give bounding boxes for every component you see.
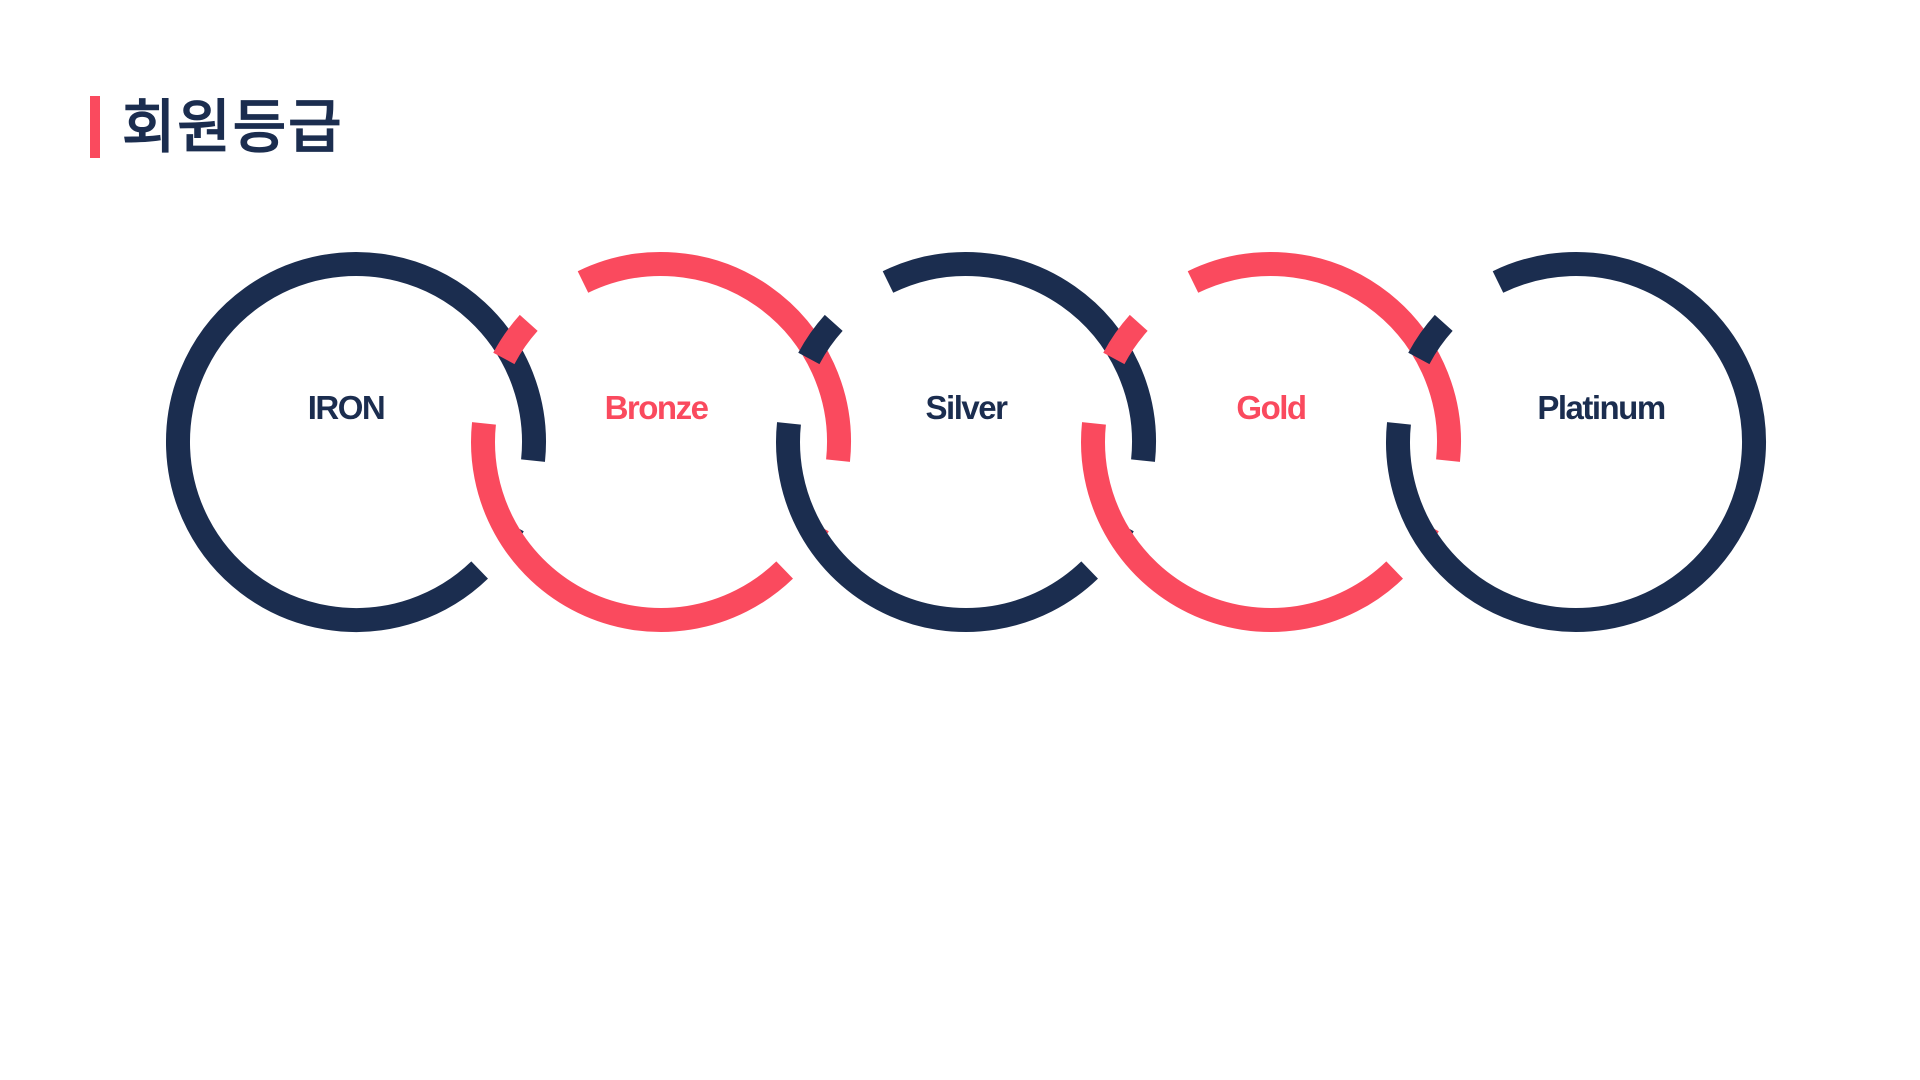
title-accent-bar xyxy=(90,96,100,158)
tier-ring-labels: IRON Bronze Silver Gold Platinum xyxy=(308,389,1667,426)
tier-label-iron: IRON xyxy=(308,389,385,426)
tier-label-platinum: Platinum xyxy=(1537,389,1665,426)
tier-ring-arc-iron xyxy=(166,252,546,632)
tier-ring-arc-gold xyxy=(1081,422,1403,632)
tier-ring-arc-gold xyxy=(1187,252,1461,462)
page-title: 회원등급 xyxy=(122,93,344,161)
tier-label-gold: Gold xyxy=(1236,389,1305,426)
tier-ring-arc-silver xyxy=(776,422,1098,632)
tier-ring-arc-silver xyxy=(798,314,843,365)
tier-ring-arc-silver xyxy=(882,252,1156,462)
tier-label-bronze: Bronze xyxy=(605,389,709,426)
page-title-group: 회원등급 xyxy=(90,95,343,159)
tier-ring-arc-platinum xyxy=(1386,252,1766,632)
tier-ring-arc-bronze xyxy=(471,422,793,632)
tier-label-silver: Silver xyxy=(926,389,1009,426)
tier-ring-arc-bronze xyxy=(493,314,538,365)
tier-ring-arc-platinum xyxy=(1408,314,1453,365)
tier-ring-arc-gold xyxy=(1103,314,1148,365)
tier-ring-arc-bronze xyxy=(577,252,851,462)
tier-ring-arcs xyxy=(166,252,1766,632)
